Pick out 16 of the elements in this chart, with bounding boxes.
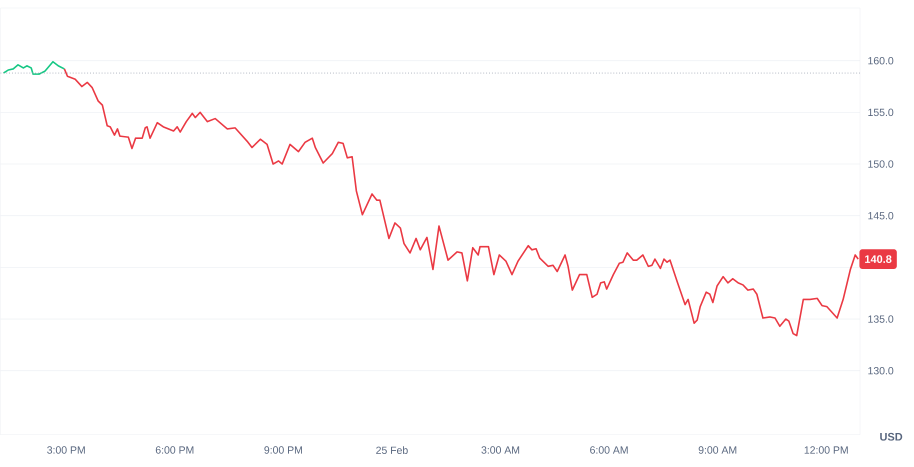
x-tick-label: 6:00 PM — [156, 446, 194, 454]
y-tick-label: 155.0 — [868, 108, 894, 116]
y-tick-label: 135.0 — [868, 315, 894, 323]
x-tick-label: 6:00 AM — [590, 446, 628, 454]
y-tick-label: 150.0 — [868, 160, 894, 168]
x-tick-label: 9:00 PM — [264, 446, 302, 454]
y-tick-label: 160.0 — [868, 57, 894, 65]
x-tick-label: 12:00 PM — [804, 446, 848, 454]
x-tick-label: 9:00 AM — [698, 446, 736, 454]
annotation: 140.8 — [865, 255, 892, 264]
x-tick-label: 3:00 PM — [47, 446, 85, 454]
x-tick-label: 25 Feb — [376, 446, 408, 454]
x-tick-label: 3:00 AM — [481, 446, 520, 454]
y-axis-title: USD — [880, 433, 902, 441]
y-tick-label: 130.0 — [868, 367, 894, 375]
y-tick-label: 145.0 — [868, 212, 894, 220]
